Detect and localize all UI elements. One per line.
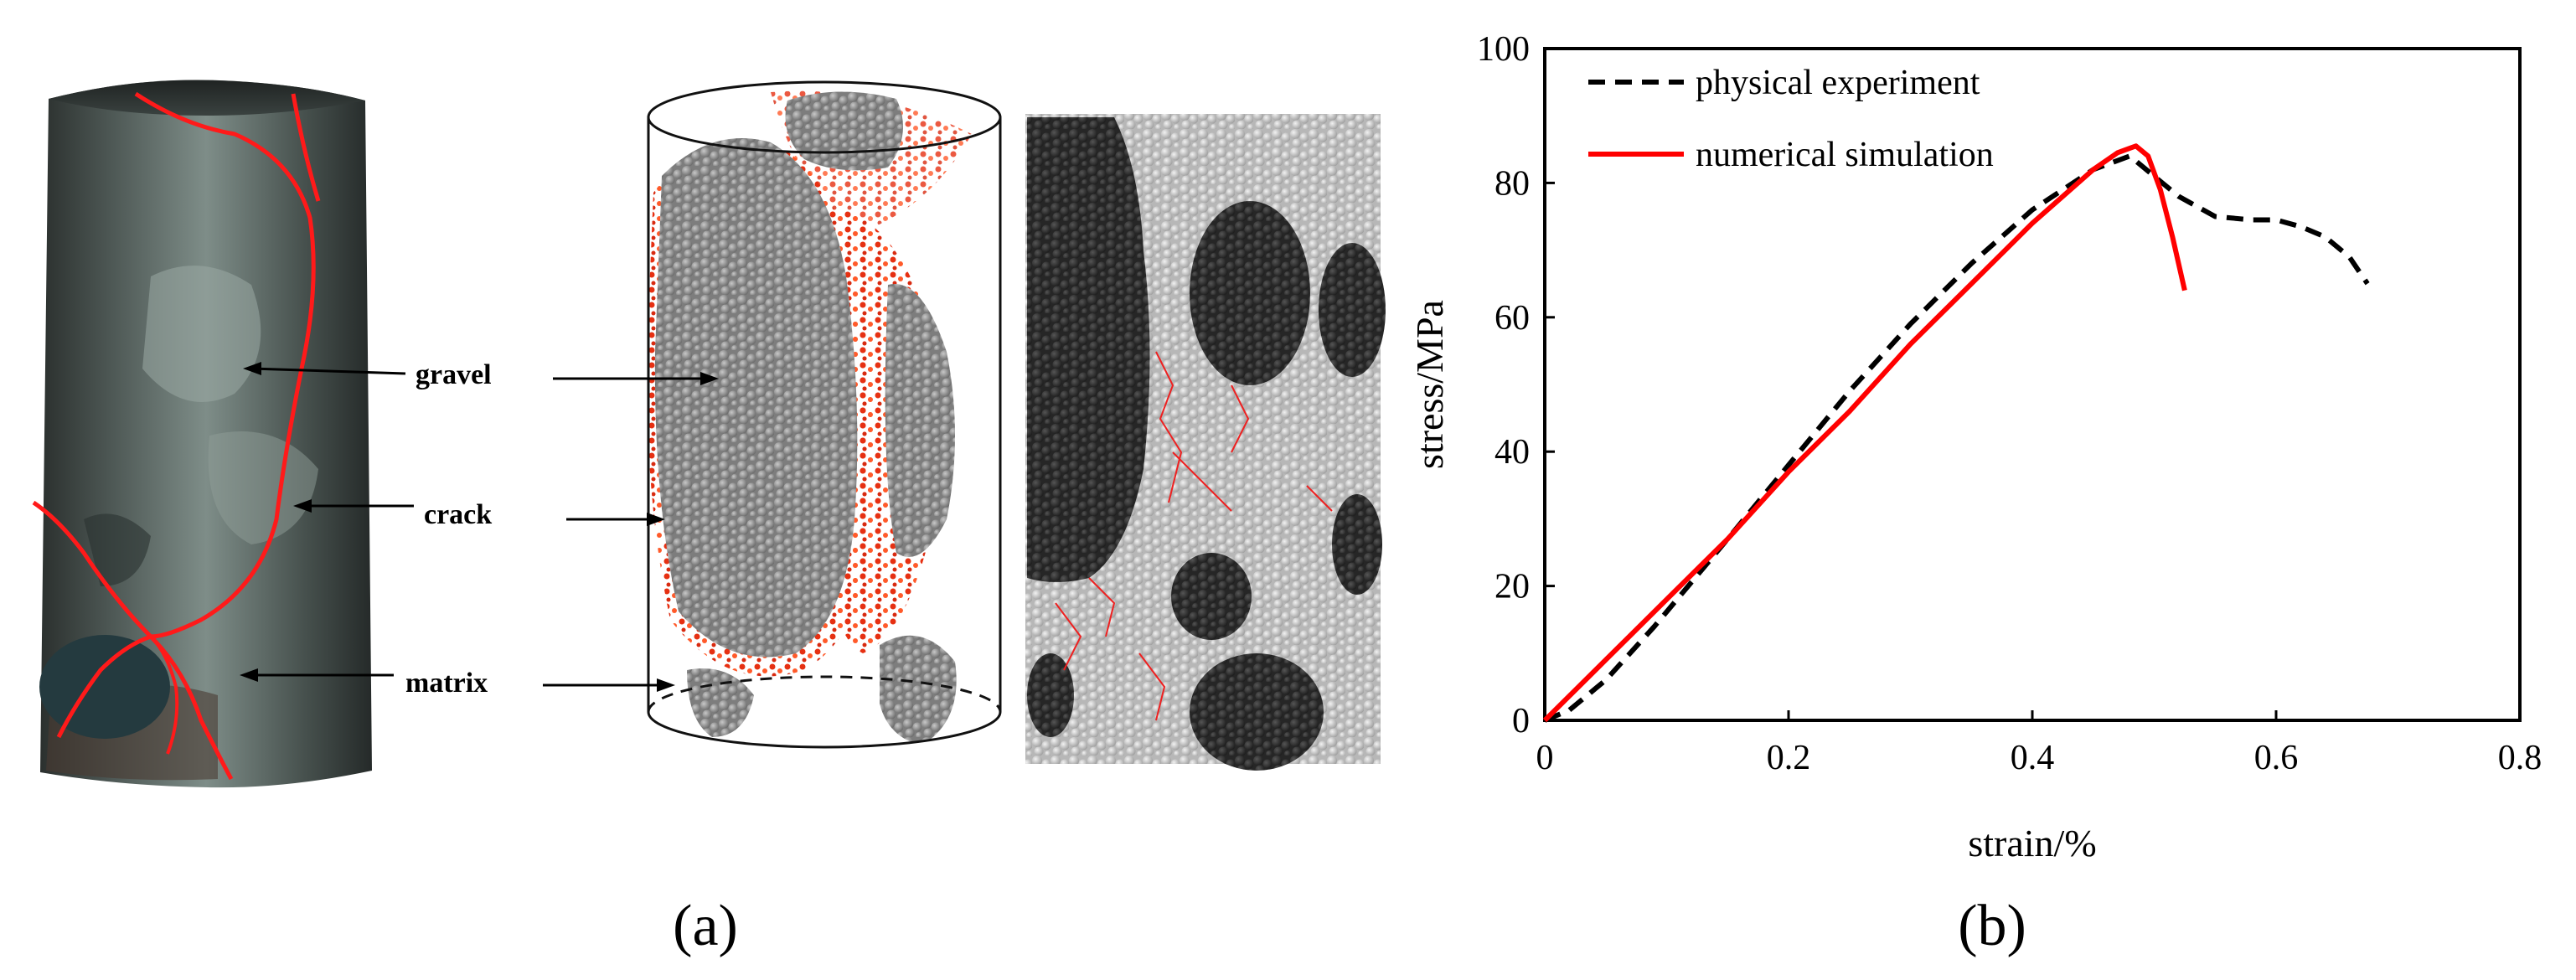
series-line-physical-experiment bbox=[1543, 153, 2370, 723]
series-layer bbox=[1542, 143, 2370, 723]
x-axis-label: strain/% bbox=[1968, 822, 2096, 864]
annotation-crack: crack bbox=[424, 499, 492, 530]
y-tick-label: 60 bbox=[1494, 299, 1530, 338]
arrow-crack-right-head bbox=[647, 513, 665, 526]
arrow-matrix-left-head bbox=[240, 668, 258, 682]
panel-a: gravel crack matrix (a) bbox=[32, 80, 1386, 958]
y-tick-label: 40 bbox=[1494, 433, 1530, 472]
x-tick-label: 0.2 bbox=[1767, 739, 1811, 777]
annotation-gravel: gravel bbox=[416, 359, 492, 390]
panel-a-label: (a) bbox=[673, 894, 738, 958]
panel-b-label: (b) bbox=[1958, 894, 2026, 958]
legend-label-numerical-simulation: numerical simulation bbox=[1696, 136, 1994, 174]
x-tick-label: 0.4 bbox=[2011, 739, 2055, 777]
arrow-gravel-left-head bbox=[243, 362, 261, 375]
x-axis-ticks: 0 0.2 0.4 0.6 0.8 bbox=[1536, 710, 2542, 777]
y-tick-label: 80 bbox=[1494, 164, 1530, 203]
y-tick-label: 20 bbox=[1494, 568, 1530, 606]
legend: physical experiment numerical simulation bbox=[1588, 64, 1994, 174]
dem-cylinder-model bbox=[647, 80, 1002, 749]
legend-label-physical-experiment: physical experiment bbox=[1696, 64, 1980, 102]
y-axis-ticks: 0 20 40 60 80 100 bbox=[1477, 30, 1555, 740]
y-axis-label: stress/MPa bbox=[1408, 300, 1451, 469]
y-tick-label: 0 bbox=[1512, 702, 1530, 740]
arrow-gravel-right-head bbox=[700, 372, 719, 385]
arrow-crack-left-head bbox=[293, 499, 312, 513]
rock-specimen-photo bbox=[32, 80, 372, 788]
x-tick-label: 0.6 bbox=[2254, 739, 2299, 777]
x-tick-label: 0.8 bbox=[2498, 739, 2542, 777]
stress-strain-chart: 0 0.2 0.4 0.6 0.8 0 20 40 60 80 100 strain/% stre… bbox=[1408, 30, 2542, 864]
y-tick-label: 100 bbox=[1477, 30, 1530, 69]
series-line-numerical-simulation bbox=[1542, 143, 2187, 723]
annotation-matrix: matrix bbox=[405, 668, 488, 699]
dem-cross-section bbox=[1025, 114, 1386, 771]
panel-b: 0 0.2 0.4 0.6 0.8 0 20 40 60 80 100 strain/% stre… bbox=[1408, 30, 2542, 958]
arrow-gravel-left bbox=[250, 367, 406, 375]
x-tick-label: 0 bbox=[1536, 739, 1554, 777]
arrow-matrix-right-head bbox=[657, 678, 675, 692]
plot-frame bbox=[1543, 47, 2522, 722]
